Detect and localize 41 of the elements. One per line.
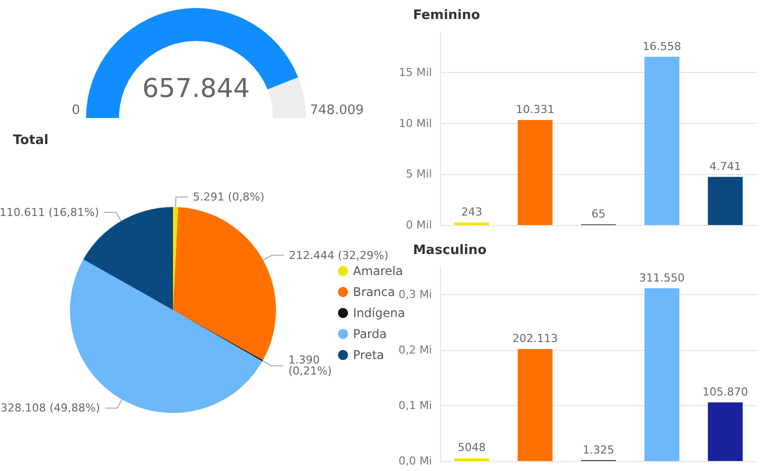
annotation: 243 bbox=[461, 206, 482, 219]
data-label: 328.108 (49,88%) bbox=[0, 402, 100, 415]
bar bbox=[518, 120, 553, 225]
chart-title: Feminino bbox=[413, 8, 480, 23]
annotation: 311.550 bbox=[639, 271, 685, 284]
chart-title: Total bbox=[13, 133, 49, 148]
y-tick-label: 0,1 Mi bbox=[398, 399, 432, 412]
annotation: 5048 bbox=[458, 441, 486, 454]
data-label: 212.444 (32,29%) bbox=[288, 248, 388, 262]
bar bbox=[708, 402, 743, 461]
annotation: 10.331 bbox=[516, 103, 554, 116]
text: 748.009 bbox=[310, 103, 364, 118]
legend-label: Parda bbox=[353, 327, 387, 341]
y-tick-label: 0,0 Mi bbox=[398, 454, 432, 468]
y-tick-label: 5 Mil bbox=[406, 168, 432, 181]
bar bbox=[708, 176, 743, 225]
chart-title: Masculino bbox=[413, 243, 487, 258]
annotation: 202.113 bbox=[512, 332, 558, 345]
legend-label: Branca bbox=[353, 285, 396, 299]
y-tick-label: 0,3 Mi bbox=[398, 288, 432, 302]
annotation: 1.325 bbox=[582, 443, 614, 456]
legend-label: Amarela bbox=[353, 264, 403, 278]
annotation: 16.558 bbox=[642, 40, 682, 53]
bar bbox=[644, 288, 680, 461]
bar bbox=[644, 56, 680, 225]
bar bbox=[454, 458, 490, 461]
y-tick-label: 0 Mil bbox=[406, 218, 432, 232]
annotation: 65 bbox=[592, 207, 606, 220]
annotation: 4.741 bbox=[710, 160, 742, 173]
bar bbox=[518, 348, 553, 461]
y-tick-label: 15 Mil bbox=[398, 66, 432, 80]
data-label: 5.291 (0,8%) bbox=[192, 190, 264, 204]
data-label: 657.844 bbox=[142, 74, 250, 104]
y-tick-label: 10 Mil bbox=[398, 116, 432, 130]
legend-label: Preta bbox=[353, 348, 384, 362]
annotation: 105.870 bbox=[702, 385, 748, 398]
text: 0 bbox=[72, 103, 80, 118]
legend-label: Indígena bbox=[353, 306, 406, 320]
data-label: 1.390 (0,21%) bbox=[288, 354, 332, 378]
y-tick-label: 0,2 Mi bbox=[398, 344, 432, 357]
data-label: 110.611 (16,81%) bbox=[0, 206, 100, 219]
